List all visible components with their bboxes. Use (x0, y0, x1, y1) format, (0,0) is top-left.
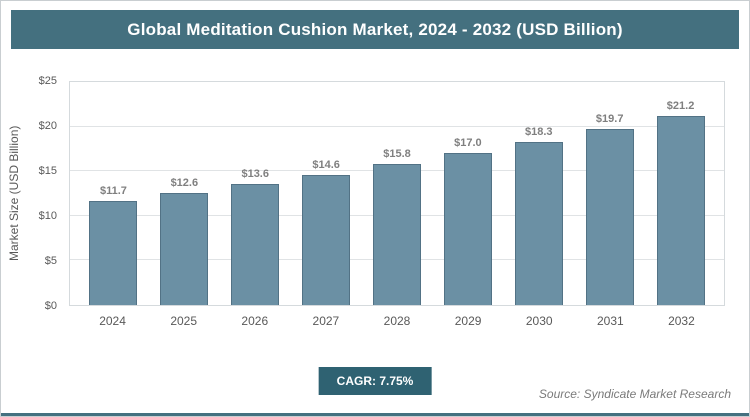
bar (656, 115, 705, 305)
bar-cell: $14.6 (291, 82, 362, 305)
bar (443, 153, 492, 305)
bar-value-label: $15.8 (383, 148, 411, 161)
x-tick-label: 2028 (383, 314, 411, 328)
x-tick-label: 2029 (454, 314, 482, 328)
y-tick-label: $20 (38, 120, 57, 132)
bar-cell: $13.6 (220, 82, 291, 305)
source-text: Source: Syndicate Market Research (538, 387, 731, 401)
plot-area: $11.7 $12.6 $13.6 $14.6 $15.8 $17.0 $18.3 $19.7… (69, 81, 725, 306)
x-axis-ticks: 2024 2025 2026 2027 2028 2029 2030 2031 2032 (69, 314, 725, 334)
y-tick-label: $0 (44, 300, 57, 312)
x-tick-label: 2024 (99, 314, 126, 328)
bar-value-label: $13.6 (241, 167, 269, 180)
chart-title: Global Meditation Cushion Market, 2024 -… (127, 19, 623, 39)
bar (514, 141, 563, 305)
bar-series: $11.7 $12.6 $13.6 $14.6 $15.8 $17.0 $18.3 $19.7… (70, 82, 724, 305)
chart-title-bar: Global Meditation Cushion Market, 2024 -… (11, 10, 739, 49)
bottom-accent-line (1, 413, 749, 416)
y-tick-label: $10 (38, 210, 57, 222)
bar-cell: $19.7 (574, 82, 645, 305)
bar (89, 200, 138, 305)
y-axis-label: Market Size (USD Billion) (7, 125, 21, 262)
bar-value-label: $17.0 (454, 137, 482, 150)
y-tick-label: $25 (38, 75, 57, 87)
gridline (70, 125, 724, 127)
bar-cell: $17.0 (432, 82, 503, 305)
bar (160, 192, 209, 305)
bar-cell: $18.3 (503, 82, 574, 305)
x-tick-label: 2030 (525, 314, 553, 328)
bar-cell: $11.7 (78, 82, 149, 305)
y-axis-ticks: $0 $5 $10 $15 $20 $25 (27, 75, 63, 312)
bar-value-label: $18.3 (525, 125, 553, 138)
bar (585, 129, 634, 305)
x-tick-label: 2031 (596, 314, 624, 328)
bar (231, 183, 280, 305)
bar (373, 164, 421, 305)
bar-cell: $15.8 (362, 82, 433, 305)
bar (302, 174, 351, 305)
bar-value-label: $11.7 (99, 184, 127, 197)
bar-cell: $21.2 (645, 82, 716, 305)
y-tick-label: $15 (38, 165, 57, 177)
x-tick-label: 2026 (241, 314, 269, 328)
y-tick-label: $5 (44, 255, 57, 267)
bar-value-label: $12.6 (170, 176, 199, 189)
bar-cell: $12.6 (149, 82, 220, 305)
bar-value-label: $19.7 (595, 113, 624, 126)
cagr-badge: CAGR: 7.75% (318, 367, 432, 395)
bar-value-label: $14.6 (312, 158, 340, 171)
bar-value-label: $21.2 (666, 99, 695, 112)
x-tick-label: 2032 (668, 314, 695, 328)
x-tick-label: 2027 (312, 314, 340, 328)
x-tick-label: 2025 (170, 314, 198, 328)
